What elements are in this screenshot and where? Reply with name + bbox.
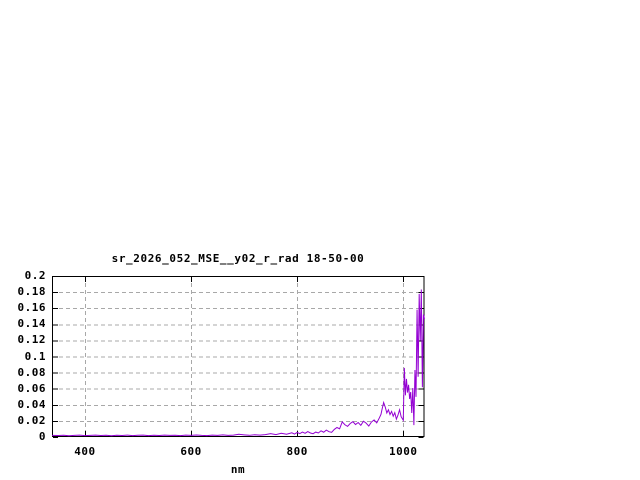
y-tick-label: 0.18 (17, 285, 46, 299)
y-tick-label: 0.16 (17, 301, 46, 315)
y-tick-label: 0.06 (17, 381, 46, 395)
y-tick-label: 0.2 (24, 269, 46, 282)
x-tick-label: 400 (74, 445, 96, 458)
plot-frame (52, 276, 425, 437)
x-tick-label: 800 (286, 445, 308, 458)
chart-title: sr_2026_052_MSE__y02_r_rad 18-50-00 (111, 252, 365, 265)
y-tick-label: 0.12 (17, 333, 46, 347)
y-tick-label: 0.14 (17, 317, 46, 331)
y-tick-label: 0 (38, 430, 46, 443)
x-tick-label: 600 (180, 445, 202, 458)
x-tick-label: 1000 (389, 445, 418, 458)
y-tick-label: 0.08 (17, 365, 46, 379)
x-axis-label: nm (230, 463, 246, 476)
spectrum-line (51, 289, 425, 437)
y-tick-label: 0.04 (17, 397, 46, 411)
y-tick-label: 0.02 (17, 413, 46, 427)
y-tick-label: 0.1 (24, 349, 46, 363)
